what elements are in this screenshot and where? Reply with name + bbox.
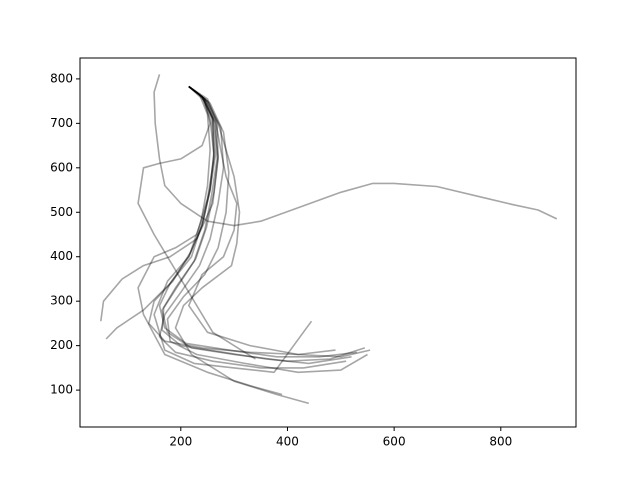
x-tick-label: 200 [169,435,192,449]
y-tick-label: 400 [50,249,73,263]
trajectory-line [148,85,336,356]
x-tick-label: 800 [489,435,512,449]
trajectory-line [100,85,219,322]
trajectory-line [174,85,310,405]
y-tick-label: 200 [50,338,73,352]
axes-frame [79,57,577,428]
trajectory-line [188,85,371,358]
y-tick-label: 700 [50,116,73,130]
x-tick-label: 600 [383,435,406,449]
x-tick-label: 400 [276,435,299,449]
trajectory-line [105,85,215,340]
trajectory-line [153,74,558,227]
trajectory-line [161,85,352,365]
y-tick-label: 600 [50,160,73,174]
trajectory-line [161,85,366,362]
y-tick-label: 100 [50,383,73,397]
trajectory-line [153,85,313,374]
trajectory-line [158,85,347,369]
trajectory-line [166,85,368,374]
y-tick-label: 800 [50,71,73,85]
trajectory-line [137,85,256,360]
y-tick-label: 300 [50,294,73,308]
y-tick-label: 500 [50,205,73,219]
trajectory-line [137,85,283,396]
trajectory-line [158,85,357,358]
plot-area [100,74,558,405]
